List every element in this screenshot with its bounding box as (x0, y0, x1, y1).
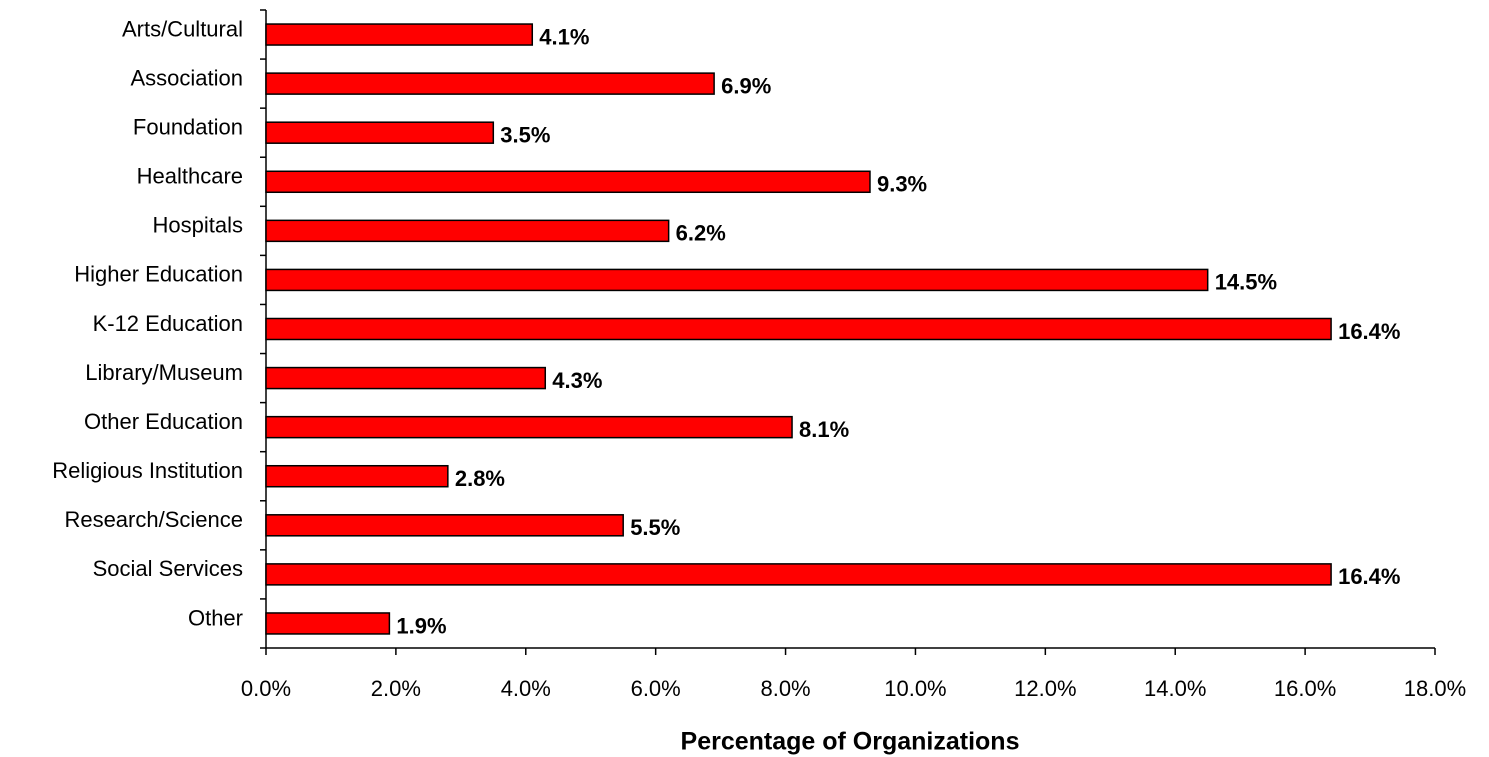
value-label: 8.1% (799, 417, 849, 442)
x-tick-label: 8.0% (760, 676, 810, 701)
x-tick-label: 4.0% (501, 676, 551, 701)
bar (265, 121, 495, 144)
x-tick-label: 12.0% (1014, 676, 1076, 701)
value-label: 16.4% (1338, 319, 1400, 344)
value-label: 16.4% (1338, 564, 1400, 589)
x-axis-title: Percentage of Organizations (681, 728, 1020, 756)
value-label: 6.2% (676, 221, 726, 246)
bar (265, 170, 871, 194)
bar (265, 415, 793, 439)
x-tick-label: 14.0% (1144, 676, 1206, 701)
y-tick-label: Other Education (84, 409, 243, 434)
y-tick-label: K-12 Education (93, 311, 243, 336)
y-tick-label: Library/Museum (85, 360, 243, 385)
y-tick-label: Arts/Cultural (122, 16, 243, 41)
value-label: 2.8% (455, 466, 505, 491)
bar (265, 514, 624, 537)
bar (265, 464, 449, 488)
x-tick-label: 6.0% (631, 676, 681, 701)
value-label: 3.5% (500, 123, 550, 148)
bar (265, 219, 670, 243)
value-label: 4.3% (552, 368, 602, 393)
bar (265, 563, 1332, 586)
bar (265, 72, 715, 95)
y-tick-label: Association (130, 65, 243, 90)
x-tick-label: 18.0% (1404, 676, 1466, 701)
value-label: 9.3% (877, 172, 927, 197)
y-tick-label: Higher Education (74, 262, 243, 287)
bar (265, 23, 534, 46)
bar (265, 612, 391, 635)
value-label: 6.9% (721, 73, 771, 98)
y-tick-label: Research/Science (64, 507, 243, 532)
x-tick-label: 0.0% (241, 676, 291, 701)
y-tick-label: Other (188, 605, 243, 630)
bar (265, 317, 1332, 341)
y-tick-label: Religious Institution (52, 458, 243, 483)
value-label: 5.5% (630, 515, 680, 540)
y-tick-label: Hospitals (153, 213, 243, 238)
value-label: 14.5% (1215, 270, 1277, 295)
value-label: 4.1% (539, 24, 589, 49)
x-tick-label: 16.0% (1274, 676, 1336, 701)
y-tick-label: Social Services (93, 556, 243, 581)
x-tick-label: 2.0% (371, 676, 421, 701)
x-tick-label: 10.0% (884, 676, 946, 701)
value-label: 1.9% (396, 613, 446, 638)
y-tick-label: Healthcare (137, 164, 243, 189)
bar (265, 366, 547, 390)
y-tick-label: Foundation (133, 115, 243, 140)
bar (265, 268, 1209, 292)
